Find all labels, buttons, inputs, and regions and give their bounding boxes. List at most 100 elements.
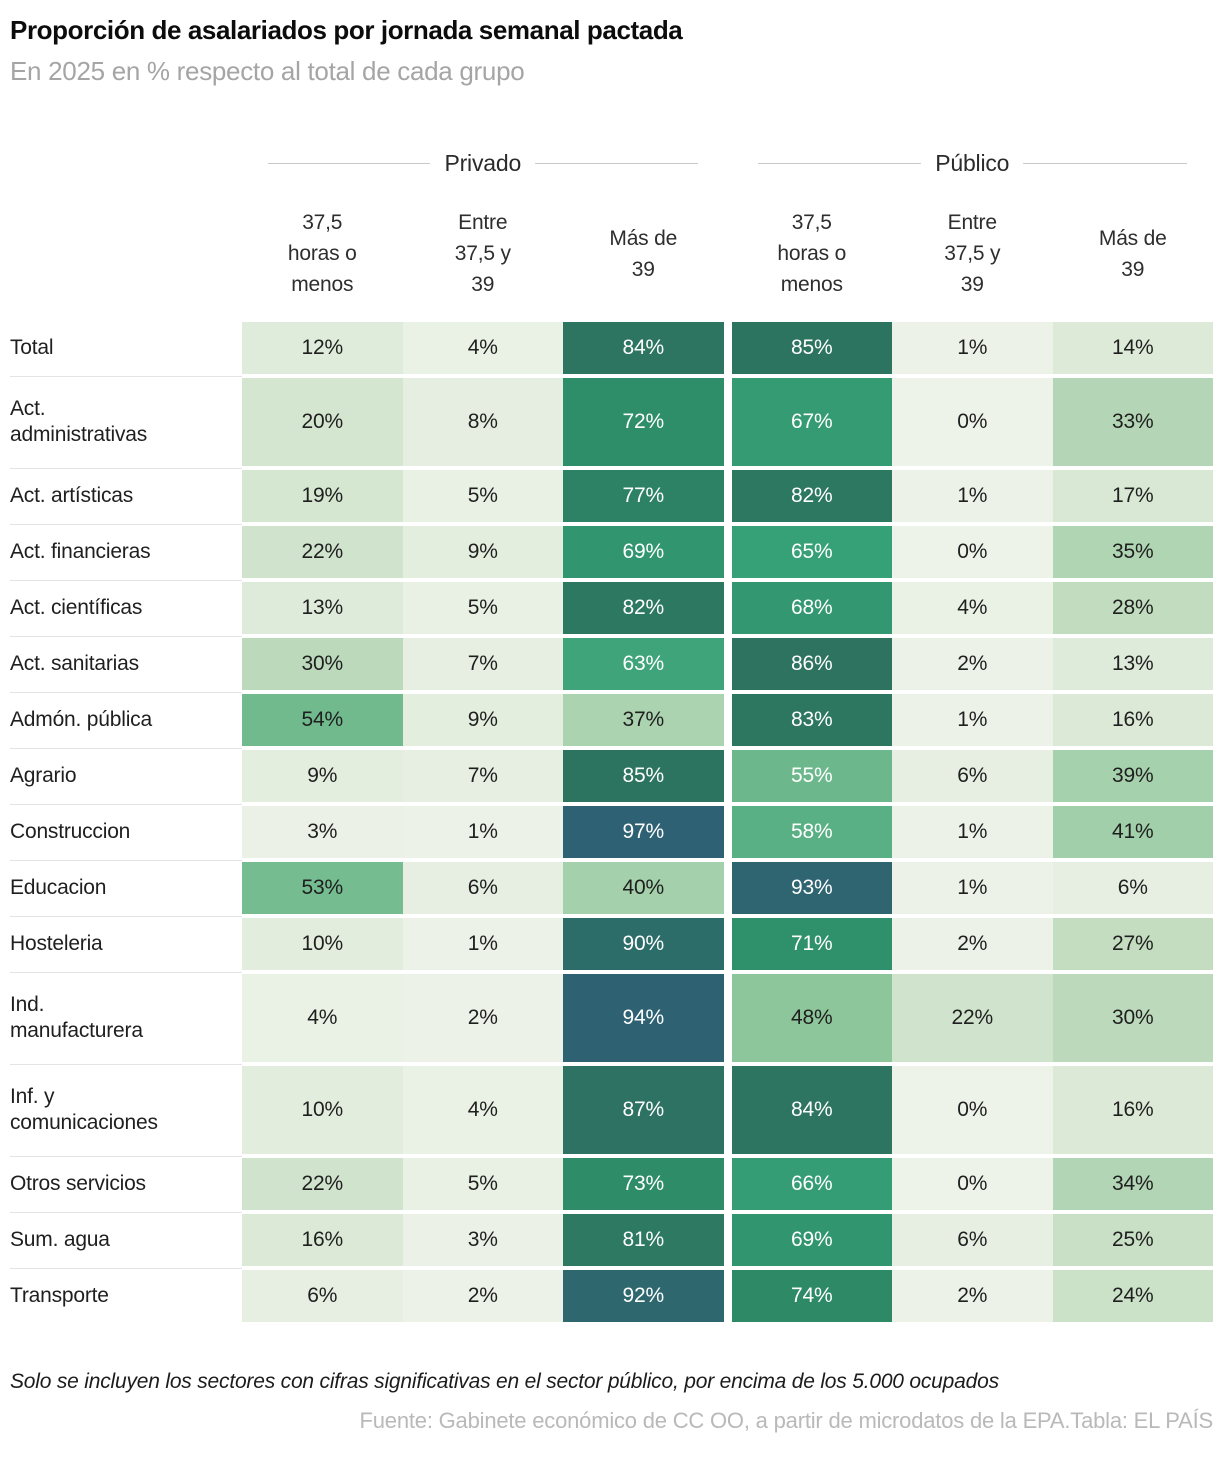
row-label: Transporte bbox=[10, 1284, 109, 1307]
value-cell: 4% bbox=[402, 1066, 563, 1154]
value-cell: 1% bbox=[402, 806, 563, 858]
value-cell: 2% bbox=[892, 918, 1053, 970]
value-cell: 63% bbox=[563, 638, 724, 690]
value-cell: 72% bbox=[563, 378, 724, 466]
value-cell: 20% bbox=[242, 378, 403, 466]
value-cell: 86% bbox=[731, 638, 892, 690]
group-separator bbox=[723, 1066, 732, 1154]
table-row: Act. sanitarias 30% 7% 63% 86% 2% 13% bbox=[10, 636, 1213, 690]
value-cell: 69% bbox=[731, 1214, 892, 1266]
table-row: Act. científicas 13% 5% 82% 68% 4% 28% bbox=[10, 580, 1213, 634]
value-cell: 73% bbox=[563, 1158, 724, 1210]
value-cell: 16% bbox=[242, 1214, 403, 1266]
value-cell: 30% bbox=[242, 638, 403, 690]
value-cell: 58% bbox=[731, 806, 892, 858]
table-row: Hosteleria 10% 1% 90% 71% 2% 27% bbox=[10, 916, 1213, 970]
value-cell: 82% bbox=[563, 582, 724, 634]
value-cell: 4% bbox=[242, 974, 403, 1062]
row-label: Sum. agua bbox=[10, 1228, 110, 1251]
value-cell: 22% bbox=[892, 974, 1053, 1062]
table-row: Transporte 6% 2% 92% 74% 2% 24% bbox=[10, 1268, 1213, 1322]
value-cell: 82% bbox=[731, 470, 892, 522]
page-subtitle: En 2025 en % respecto al total de cada g… bbox=[10, 56, 525, 86]
value-cell: 12% bbox=[242, 322, 403, 374]
value-cell: 74% bbox=[731, 1270, 892, 1322]
value-cell: 92% bbox=[563, 1270, 724, 1322]
divider-line bbox=[535, 163, 698, 164]
value-cell: 6% bbox=[402, 862, 563, 914]
value-cell: 40% bbox=[563, 862, 724, 914]
value-cell: 13% bbox=[1052, 638, 1213, 690]
value-cell: 67% bbox=[731, 378, 892, 466]
row-label: Act. artísticas bbox=[10, 484, 134, 507]
value-cell: 13% bbox=[242, 582, 403, 634]
value-cell: 10% bbox=[242, 918, 403, 970]
row-label: Act. científicas bbox=[10, 596, 143, 619]
group-label: Privado bbox=[444, 150, 522, 176]
column-headers: 37,5 horas o menos Entre 37,5 y 39 Más d… bbox=[10, 207, 1213, 300]
value-cell: 8% bbox=[402, 378, 563, 466]
value-cell: 53% bbox=[242, 862, 403, 914]
value-cell: 71% bbox=[731, 918, 892, 970]
value-cell: 2% bbox=[892, 1270, 1053, 1322]
group-separator bbox=[723, 694, 732, 746]
row-label: Ind. manufacturera bbox=[10, 993, 143, 1042]
divider-line bbox=[1023, 163, 1188, 164]
table-row: Educacion 53% 6% 40% 93% 1% 6% bbox=[10, 860, 1213, 914]
group-separator bbox=[723, 918, 732, 970]
group-separator bbox=[723, 526, 732, 578]
value-cell: 66% bbox=[731, 1158, 892, 1210]
value-cell: 1% bbox=[892, 862, 1053, 914]
row-label: Agrario bbox=[10, 764, 77, 787]
row-label: Inf. y comunicaciones bbox=[10, 1085, 158, 1134]
value-cell: 84% bbox=[563, 322, 724, 374]
row-label: Construccion bbox=[10, 820, 131, 843]
table-row: Agrario 9% 7% 85% 55% 6% 39% bbox=[10, 748, 1213, 802]
group-separator bbox=[723, 638, 732, 690]
value-cell: 9% bbox=[242, 750, 403, 802]
row-label: Total bbox=[10, 336, 54, 359]
value-cell: 19% bbox=[242, 470, 403, 522]
page-title: Proporción de asalariados por jornada se… bbox=[10, 15, 683, 45]
value-cell: 55% bbox=[731, 750, 892, 802]
row-label: Hosteleria bbox=[10, 932, 103, 955]
value-cell: 65% bbox=[731, 526, 892, 578]
value-cell: 9% bbox=[402, 694, 563, 746]
value-cell: 1% bbox=[892, 806, 1053, 858]
value-cell: 0% bbox=[892, 526, 1053, 578]
value-cell: 6% bbox=[892, 750, 1053, 802]
value-cell: 5% bbox=[402, 470, 563, 522]
source-text: Fuente: Gabinete económico de CC OO, a p… bbox=[359, 1408, 1071, 1433]
row-label: Act. financieras bbox=[10, 540, 151, 563]
value-cell: 22% bbox=[242, 526, 403, 578]
value-cell: 68% bbox=[731, 582, 892, 634]
value-cell: 34% bbox=[1052, 1158, 1213, 1210]
value-cell: 1% bbox=[892, 470, 1053, 522]
table-row: Inf. y comunicaciones 10% 4% 87% 84% 0% 16% bbox=[10, 1064, 1213, 1154]
value-cell: 6% bbox=[242, 1270, 403, 1322]
value-cell: 3% bbox=[242, 806, 403, 858]
value-cell: 37% bbox=[563, 694, 724, 746]
value-cell: 48% bbox=[731, 974, 892, 1062]
row-label: Act. administrativas bbox=[10, 397, 148, 446]
group-separator bbox=[723, 862, 732, 914]
group-separator bbox=[723, 1270, 732, 1322]
table-row: Otros servicios 22% 5% 73% 66% 0% 34% bbox=[10, 1156, 1213, 1210]
footnote: Solo se incluyen los sectores con cifras… bbox=[10, 1370, 999, 1393]
value-cell: 7% bbox=[402, 638, 563, 690]
table-row: Act. artísticas 19% 5% 77% 82% 1% 17% bbox=[10, 468, 1213, 522]
value-cell: 27% bbox=[1052, 918, 1213, 970]
value-cell: 30% bbox=[1052, 974, 1213, 1062]
column-group-headers: Privado Público bbox=[10, 150, 1213, 177]
value-cell: 94% bbox=[563, 974, 724, 1062]
table-row: Total 12% 4% 84% 85% 1% 14% bbox=[10, 322, 1213, 374]
group-separator bbox=[723, 1158, 732, 1210]
value-cell: 28% bbox=[1052, 582, 1213, 634]
table-row: Admón. pública 54% 9% 37% 83% 1% 16% bbox=[10, 692, 1213, 746]
value-cell: 85% bbox=[563, 750, 724, 802]
value-cell: 83% bbox=[731, 694, 892, 746]
value-cell: 2% bbox=[402, 1270, 563, 1322]
table-row: Sum. agua 16% 3% 81% 69% 6% 25% bbox=[10, 1212, 1213, 1266]
value-cell: 3% bbox=[402, 1214, 563, 1266]
value-cell: 54% bbox=[242, 694, 403, 746]
